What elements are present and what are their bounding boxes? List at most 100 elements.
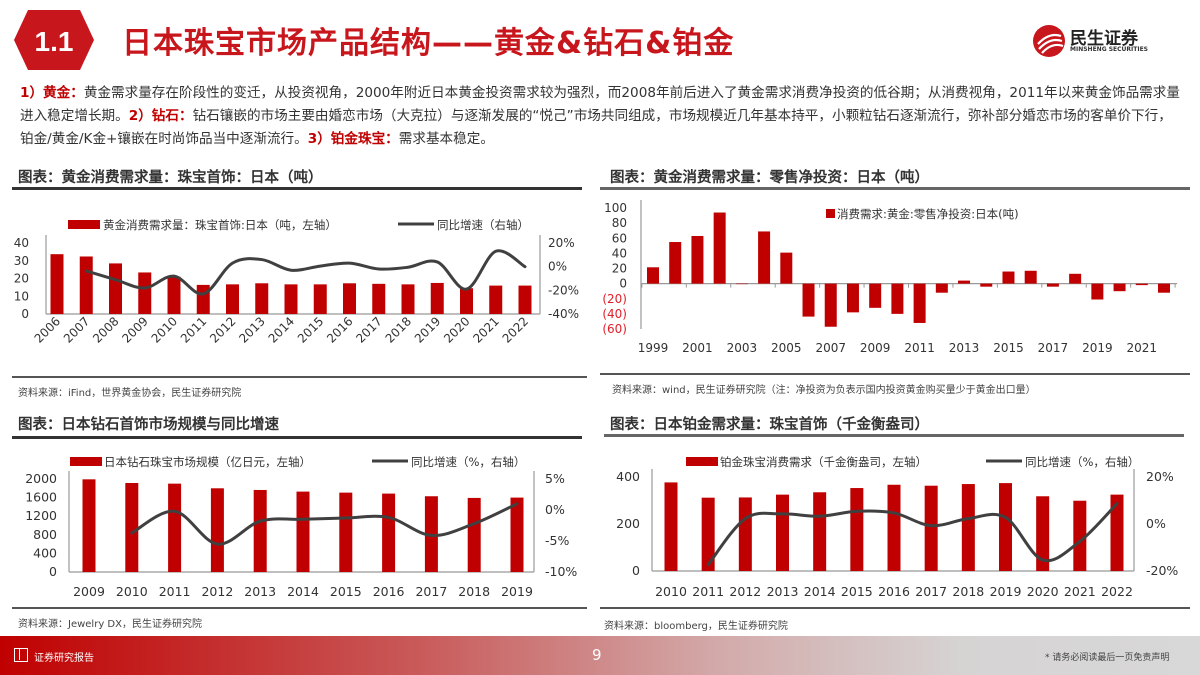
bar-2016 <box>1024 270 1037 284</box>
x-tick-label: 2017 <box>1038 341 1069 355</box>
gold-text: 黄金需求量存在阶段性的变迁，从投资视角，2000年附近日本黄金投资需求较为强烈，… <box>20 85 1180 124</box>
bar-2000 <box>669 242 682 284</box>
y-tick-label: 400 <box>33 545 57 560</box>
chart4-title: 图表：日本铂金需求量：珠宝首饰（千金衡盎司） <box>610 417 929 433</box>
y2-tick-label: 0% <box>548 260 567 274</box>
legend-bar-swatch <box>68 220 100 229</box>
x-tick-label: 2010 <box>149 314 180 345</box>
chart2-source: 资料来源：wind，民生证券研究院（注：净投资为负表示国内投资黄金购买量少于黄金… <box>612 385 1036 396</box>
y2-tick-label: -5% <box>545 533 569 548</box>
yoy-growth-line <box>130 502 519 546</box>
bar-2013 <box>776 494 789 571</box>
x-tick-label: 2010 <box>655 584 687 599</box>
x-tick-label: 2015 <box>330 584 362 599</box>
bar-2013 <box>958 280 971 284</box>
x-tick-label: 2019 <box>501 584 533 599</box>
x-tick-label: 2013 <box>949 341 980 355</box>
bar-2018 <box>401 284 415 314</box>
bar-2014 <box>296 491 310 572</box>
x-tick-label: 2022 <box>1101 584 1133 599</box>
y-tick-label: 100 <box>604 201 627 215</box>
chart4-source: 资料来源：bloomberg，民生证券研究院 <box>604 621 788 632</box>
bar-2014 <box>284 284 298 314</box>
y-tick-label: 0 <box>632 563 640 578</box>
yoy-growth-line <box>706 502 1119 567</box>
bar-2020 <box>460 288 473 314</box>
y-tick-label: 40 <box>14 236 29 250</box>
y-tick-label: (40) <box>602 307 627 321</box>
x-tick-label: 2008 <box>90 314 121 345</box>
bar-2014 <box>980 283 993 287</box>
bar-2011 <box>913 283 926 323</box>
chart-4: 0 200 400 -20% 0% 20% 2010 2011 2012 2013 2014 2015… <box>616 455 1178 599</box>
bar-2019 <box>1091 283 1104 300</box>
diamond-text: 钻石镶嵌的市场主要由婚恋市场（大克拉）与逐渐发展的“悦己”市场共同组成，市场规模… <box>20 108 1172 147</box>
bar-2022 <box>518 285 532 314</box>
chart3-bottom-rule <box>12 607 587 609</box>
bar-2016 <box>382 493 396 572</box>
x-tick-label: 2019 <box>412 314 443 345</box>
x-tick-label: 2018 <box>383 314 414 345</box>
x-tick-label: 2020 <box>441 314 472 345</box>
bar-2017 <box>1046 283 1059 287</box>
y-tick-label: 30 <box>14 254 29 268</box>
x-tick-label: 2013 <box>244 584 276 599</box>
legend-line-label: 同比增速（%，右轴） <box>411 455 525 469</box>
footer-report-label: 证券研究报告 <box>34 653 94 664</box>
bar-2020 <box>1036 496 1050 571</box>
bar-2001 <box>691 235 704 284</box>
bar-2009 <box>138 272 152 314</box>
footer-bar: 证券研究报告 9 * 请务必阅读最后一页免责声明 <box>0 636 1200 675</box>
bar-2011 <box>701 497 715 571</box>
legend-bar-swatch <box>70 457 102 466</box>
bar-2011 <box>168 483 182 572</box>
chart3-title: 图表：日本钻石首饰市场规模与同比增速 <box>18 417 279 433</box>
bar-2019 <box>510 497 524 572</box>
x-tick-label: 2011 <box>178 314 209 345</box>
bar-2017 <box>372 283 386 314</box>
y2-tick-label: -20% <box>548 283 579 297</box>
bar-2011 <box>196 284 210 314</box>
y-tick-label: 20 <box>14 272 29 286</box>
x-tick-label: 2011 <box>159 584 191 599</box>
bar-2018 <box>961 484 975 571</box>
x-tick-label: 2016 <box>324 314 355 345</box>
diamond-label: 2）钻石： <box>128 108 193 124</box>
y-tick-label: 400 <box>616 469 640 484</box>
y2-tick-label: 20% <box>1146 469 1174 484</box>
y-tick-label: 80 <box>612 216 627 230</box>
y-tick-label: 200 <box>616 516 640 531</box>
y-tick-label: 60 <box>612 231 627 245</box>
bar-2013 <box>255 283 269 314</box>
legend-bar-label: 黄金消费需求量：珠宝首饰:日本（吨，左轴） <box>103 218 337 232</box>
x-tick-label: 2013 <box>767 584 799 599</box>
chart2-title: 图表：黄金消费需求量：零售净投资：日本（吨） <box>610 170 929 186</box>
chart1-source: 资料来源：iFind，世界黄金协会，民生证券研究院 <box>18 388 242 399</box>
legend-bar-label: 消费需求:黄金:零售净投资:日本(吨) <box>837 207 1019 221</box>
x-tick-label: 2017 <box>353 314 384 345</box>
bar-2019 <box>999 483 1012 571</box>
legend-bar-label: 日本钻石珠宝市场规模（亿日元，左轴） <box>104 455 311 469</box>
x-tick-label: 2019 <box>1082 341 1113 355</box>
legend-bar-swatch <box>686 457 718 466</box>
bar-1999 <box>647 267 659 284</box>
bar-2004 <box>758 231 771 284</box>
bar-2003 <box>735 283 748 285</box>
y2-tick-label: -40% <box>548 307 579 321</box>
x-tick-label: 2011 <box>692 584 724 599</box>
bar-2009 <box>82 479 96 572</box>
chart2-bottom-rule <box>600 373 1190 375</box>
chart4-bottom-rule <box>600 607 1190 609</box>
x-tick-label: 2014 <box>266 314 297 345</box>
chart1-title-rule <box>12 187 582 190</box>
x-tick-label: 2006 <box>32 314 63 345</box>
yoy-growth-line <box>84 249 527 296</box>
x-tick-label: 2021 <box>470 314 501 345</box>
y-tick-label: 2000 <box>25 471 57 486</box>
y-tick-label: 40 <box>612 246 627 260</box>
bar-2012 <box>226 284 239 314</box>
chart-3: 0 400 800 1200 1600 2000 -10% -5% 0% 5% 2009 2010 20… <box>25 455 577 599</box>
y2-tick-label: 5% <box>545 471 565 486</box>
